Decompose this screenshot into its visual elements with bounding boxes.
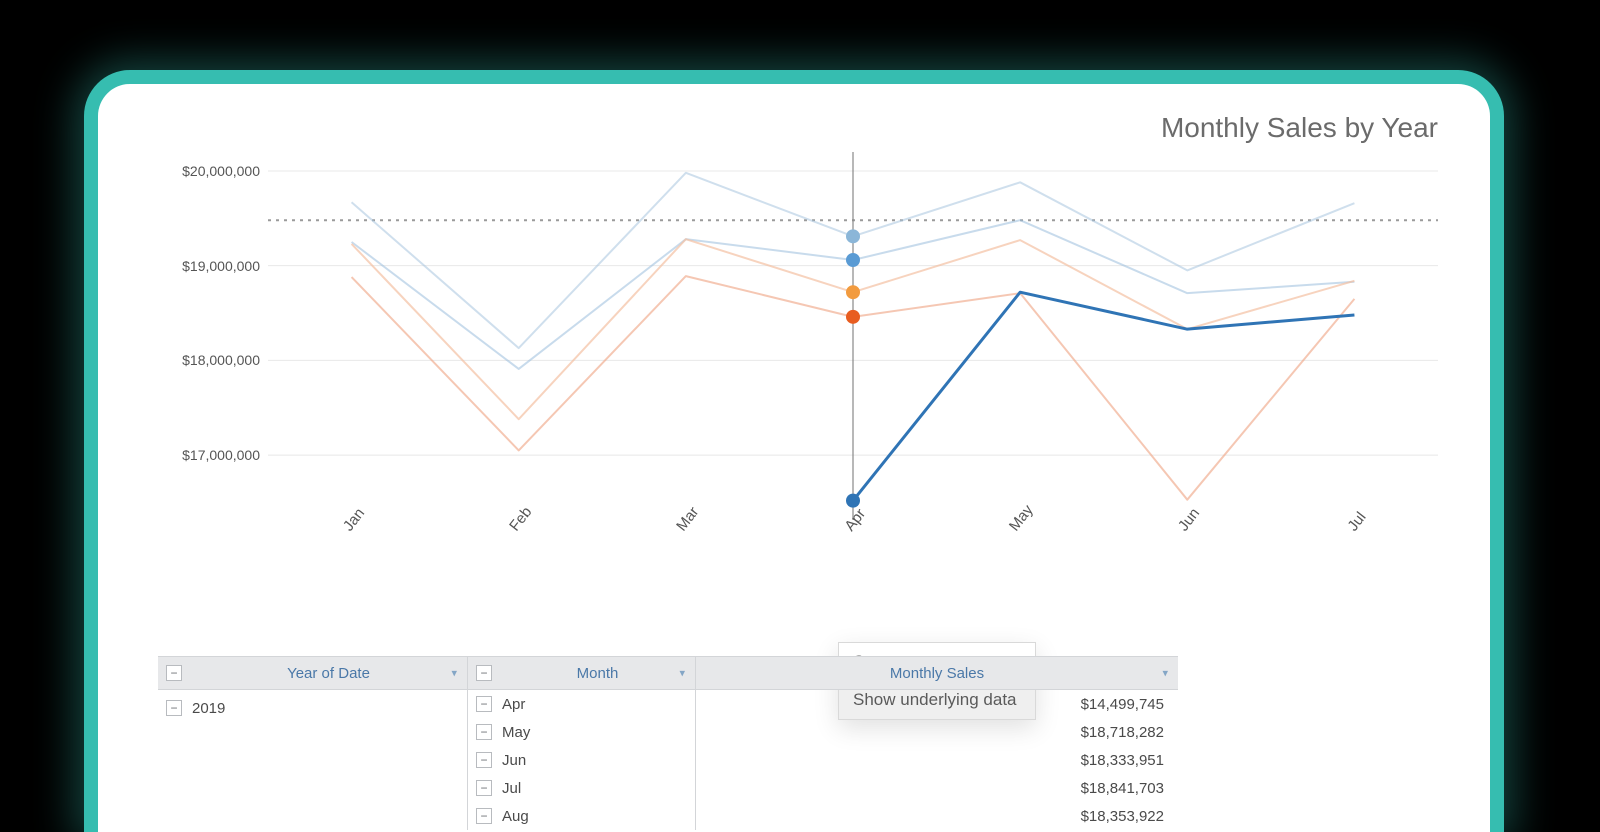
month-cell: May: [502, 724, 530, 741]
dashboard-content: Monthly Sales by Year $17,000,000 $18,000…: [98, 84, 1490, 832]
table-row[interactable]: $18,718,282: [696, 718, 1178, 746]
column-header-sales[interactable]: Monthly Sales ▾: [696, 657, 1178, 689]
chart-area[interactable]: $17,000,000 $18,000,000 $19,000,000 $20,000…: [158, 152, 1438, 572]
y-axis-tick: $19,000,000: [182, 258, 260, 274]
y-axis-tick: $18,000,000: [182, 352, 260, 368]
month-cell: Apr: [502, 696, 525, 713]
month-cell: Jul: [502, 780, 521, 797]
dropdown-caret-icon[interactable]: ▾: [1162, 667, 1168, 680]
collapse-row-icon[interactable]: −: [476, 780, 492, 796]
chart-title: Monthly Sales by Year: [158, 112, 1450, 144]
collapse-all-month-icon[interactable]: −: [476, 665, 492, 681]
sales-cell: $18,841,703: [1081, 780, 1164, 797]
table-row[interactable]: −Aug: [468, 802, 695, 830]
device-frame: Monthly Sales by Year $17,000,000 $18,000…: [84, 70, 1504, 832]
table-row[interactable]: $18,841,703: [696, 774, 1178, 802]
table-row[interactable]: −Jul: [468, 774, 695, 802]
collapse-row-icon[interactable]: −: [476, 808, 492, 824]
x-axis: JanFebMarAprMayJunJul: [268, 524, 1438, 574]
sales-cell: $18,718,282: [1081, 724, 1164, 741]
x-axis-tick: Jul: [1345, 509, 1370, 535]
y-axis-tick: $17,000,000: [182, 447, 260, 463]
month-cell: Aug: [502, 808, 529, 825]
collapse-row-icon[interactable]: −: [476, 696, 492, 712]
sales-cell: $14,499,745: [1081, 696, 1164, 713]
collapse-row-icon[interactable]: −: [476, 752, 492, 768]
column-header-month[interactable]: − Month ▾: [468, 657, 696, 689]
y-axis: $17,000,000 $18,000,000 $19,000,000 $20,000…: [158, 152, 268, 572]
table-row[interactable]: −May: [468, 718, 695, 746]
year-value: 2019: [192, 700, 225, 717]
column-label: Monthly Sales: [696, 665, 1178, 682]
table-body: − 2019 −Apr−May−Jun−Jul−Aug $14,499,745$…: [158, 690, 1178, 830]
month-cell: Jun: [502, 752, 526, 769]
sales-cell: $18,353,922: [1081, 808, 1164, 825]
dropdown-caret-icon[interactable]: ▾: [679, 667, 685, 680]
table-row[interactable]: $18,333,951: [696, 746, 1178, 774]
table-row[interactable]: −Apr: [468, 690, 695, 718]
chart-plot[interactable]: [268, 152, 1438, 512]
y-axis-tick: $20,000,000: [182, 163, 260, 179]
column-header-year[interactable]: − Year of Date ▾: [158, 657, 468, 689]
collapse-row-icon[interactable]: −: [476, 724, 492, 740]
table-row[interactable]: $14,499,745: [696, 690, 1178, 718]
chart-svg: [268, 152, 1438, 512]
column-label: Year of Date: [190, 665, 467, 682]
collapse-all-year-icon[interactable]: −: [166, 665, 182, 681]
column-label: Month: [500, 665, 695, 682]
month-column: −Apr−May−Jun−Jul−Aug: [468, 690, 696, 830]
year-column: − 2019: [158, 690, 468, 830]
dropdown-caret-icon[interactable]: ▾: [451, 667, 457, 680]
sales-cell: $18,333,951: [1081, 752, 1164, 769]
collapse-row-icon[interactable]: −: [166, 700, 182, 716]
table-row[interactable]: $18,353,922: [696, 802, 1178, 830]
sales-column: $14,499,745 $18,718,282 $18,333,951 $18,841…: [696, 690, 1178, 830]
table-row[interactable]: −Jun: [468, 746, 695, 774]
table-row[interactable]: − 2019: [158, 694, 467, 722]
data-table: − Year of Date ▾ − Month ▾ Monthly Sales…: [158, 656, 1178, 832]
table-header-row: − Year of Date ▾ − Month ▾ Monthly Sales…: [158, 656, 1178, 690]
